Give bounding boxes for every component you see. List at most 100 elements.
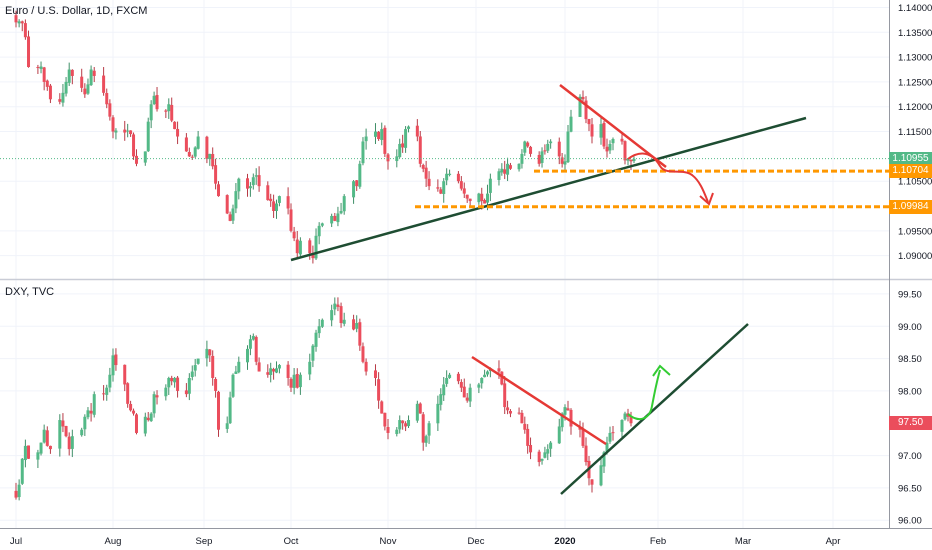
candle-body xyxy=(277,196,281,203)
candle-body xyxy=(92,70,96,76)
candle-body xyxy=(146,121,150,152)
candle-body xyxy=(485,193,489,203)
candle-body xyxy=(537,154,541,164)
candle-body xyxy=(170,104,174,121)
candle-body xyxy=(126,383,130,404)
candle-body xyxy=(105,387,109,395)
candle-body xyxy=(566,408,570,411)
candle-body xyxy=(167,104,171,112)
candle-body xyxy=(517,412,521,414)
candle-body xyxy=(289,209,293,231)
candle-body xyxy=(231,374,235,397)
candle-body xyxy=(36,67,40,69)
candle-body xyxy=(217,391,220,430)
candle-body xyxy=(398,420,402,430)
candle-body xyxy=(442,181,446,195)
candle-body xyxy=(508,165,512,169)
candle-body xyxy=(398,143,402,157)
candle-body xyxy=(269,368,273,375)
candle-body xyxy=(314,235,318,259)
candle-body xyxy=(254,336,258,362)
candle-body xyxy=(14,15,18,23)
candle-body xyxy=(462,386,466,398)
candle-body xyxy=(23,445,27,461)
candle-body xyxy=(602,122,606,147)
candle-body xyxy=(275,203,278,211)
candle-body xyxy=(587,119,591,125)
candle-body xyxy=(333,215,337,221)
y-tick-label: 1.13000 xyxy=(898,53,932,64)
candle-body xyxy=(111,117,115,132)
candle-body xyxy=(629,415,633,424)
candle-body xyxy=(500,371,504,385)
candle-body xyxy=(149,104,153,121)
candle-body xyxy=(342,319,346,324)
candle-body xyxy=(386,154,390,162)
candle-body xyxy=(415,403,419,421)
candle-body xyxy=(386,427,390,433)
top-pane-title: Euro / U.S. Dollar, 1D, FXCM xyxy=(5,5,148,17)
candle-body xyxy=(566,131,570,163)
candle-body xyxy=(584,445,588,463)
candle-body xyxy=(485,371,489,375)
candle-body xyxy=(257,362,261,372)
candle-body xyxy=(64,425,68,437)
candle-body xyxy=(468,387,472,402)
x-tick-label: Mar xyxy=(735,536,751,547)
candle-body xyxy=(164,387,168,397)
candle-body xyxy=(234,191,238,209)
candle-body xyxy=(383,412,387,427)
y-tick-label: 1.12000 xyxy=(898,102,932,113)
y-tick-label: 1.10500 xyxy=(898,177,932,188)
candle-body xyxy=(193,365,197,371)
candle-body xyxy=(436,403,440,424)
candle-body xyxy=(83,88,87,95)
dxy-descending-trendline xyxy=(471,355,607,446)
candle-body xyxy=(170,377,174,382)
candle-body xyxy=(364,136,368,142)
candle-body xyxy=(108,374,112,388)
y-tick-label: 99.50 xyxy=(898,289,922,300)
candle-body xyxy=(251,177,255,186)
candle-body xyxy=(298,374,302,388)
price-tag: 1.09984 xyxy=(889,199,932,214)
candle-body xyxy=(143,416,147,434)
candle-body xyxy=(465,397,469,401)
candle-body xyxy=(134,155,138,164)
candle-body xyxy=(289,378,293,388)
dxy-ascending-trendline xyxy=(560,323,749,495)
candle-body xyxy=(358,322,362,346)
y-tick-label: 1.12500 xyxy=(898,77,932,88)
candle-body xyxy=(424,436,428,443)
candle-body xyxy=(237,178,241,192)
candle-body xyxy=(48,85,52,100)
candle-body xyxy=(234,371,238,374)
price-tag: 1.10704 xyxy=(889,164,932,179)
candle-body xyxy=(529,444,533,453)
candle-body xyxy=(45,80,49,87)
candle-body xyxy=(352,319,356,330)
candle-body xyxy=(292,374,296,388)
candle-body xyxy=(623,413,627,420)
candle-body xyxy=(590,124,594,137)
candle-body xyxy=(129,130,133,135)
candle-body xyxy=(146,417,150,421)
candle-body xyxy=(123,129,127,133)
candle-body xyxy=(584,100,588,120)
candle-body xyxy=(361,346,365,362)
candle-body xyxy=(42,67,46,82)
candle-body xyxy=(311,345,315,361)
candle-body xyxy=(20,458,24,484)
candle-body xyxy=(436,187,440,189)
candle-body xyxy=(205,136,209,159)
candle-body xyxy=(70,436,74,449)
y-tick-label: 1.09500 xyxy=(898,226,932,237)
candle-body xyxy=(424,167,428,179)
candle-body xyxy=(626,158,630,161)
candle-body xyxy=(465,194,469,199)
candle-body xyxy=(611,432,615,434)
candle-body xyxy=(608,143,612,151)
